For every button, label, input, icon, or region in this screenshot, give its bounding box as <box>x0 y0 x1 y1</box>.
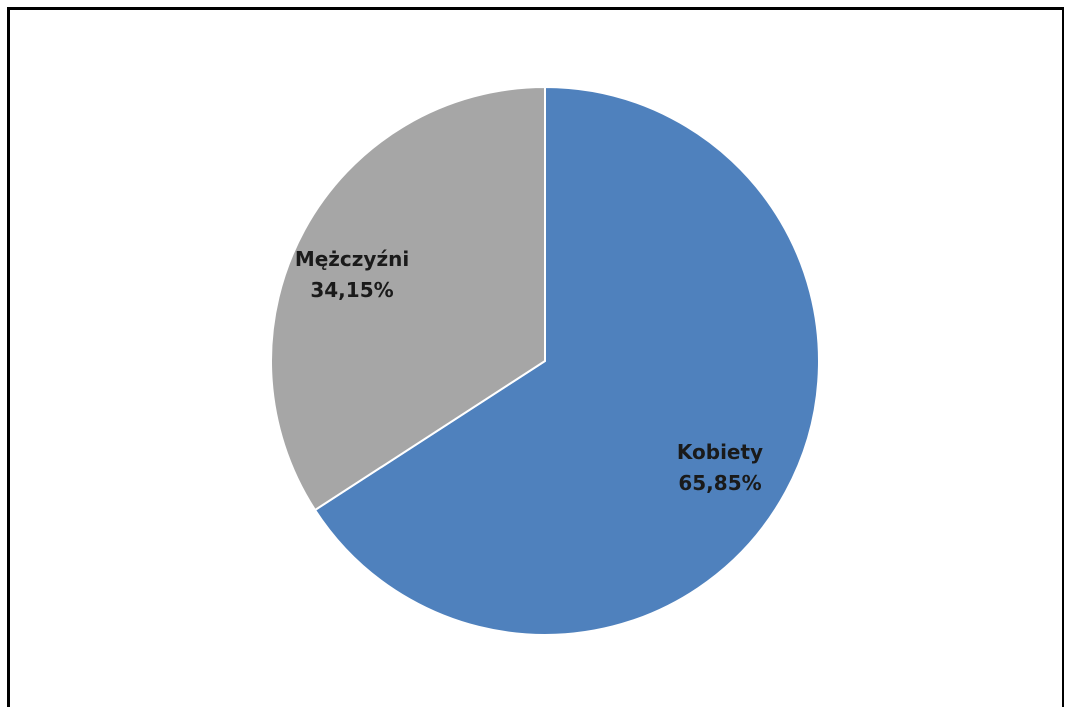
slice-label-name: Mężczyźni <box>295 247 409 271</box>
slice-label-name: Kobiety <box>677 440 763 464</box>
slice-label-value: 34,15% <box>310 278 393 302</box>
slice-label-value: 65,85% <box>678 471 761 495</box>
pie-slices <box>270 85 820 636</box>
pie-slice-kobiety <box>313 85 820 636</box>
pie-slice-mezczyzni <box>270 85 546 512</box>
pie-labels: Kobiety 65,85% Mężczyźni 34,15% <box>295 247 763 495</box>
